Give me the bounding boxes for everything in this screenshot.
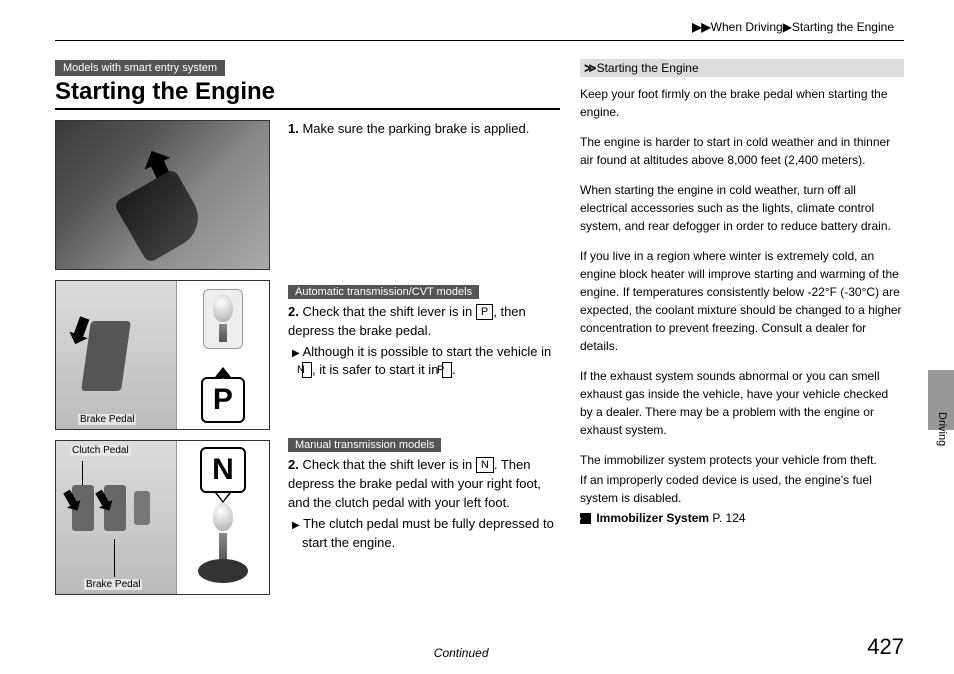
breadcrumb-sep-icon: ▶ [783, 20, 792, 34]
step-number: 2. [288, 457, 299, 472]
step-2-auto: 2. Check that the shift lever is in P, t… [288, 303, 558, 380]
sidebar-para: If an improperly coded device is used, t… [580, 471, 904, 507]
step-sub: ▶ Although it is possible to start the v… [288, 343, 558, 381]
step-sub: ▶ The clutch pedal must be fully depress… [288, 515, 558, 553]
step-text: Check that the shift lever is in P, then… [288, 304, 526, 338]
gear-n-inline: N [476, 457, 494, 473]
figure-manual-trans: Clutch Pedal Brake Pedal [55, 440, 270, 595]
gear-p-inline: P [442, 362, 452, 378]
auto-trans-tag: Automatic transmission/CVT models [288, 285, 479, 299]
figure-auto-trans: Brake Pedal P [55, 280, 270, 430]
step-1: 1. Make sure the parking brake is applie… [288, 120, 558, 139]
gear-p-inline: P [476, 304, 493, 320]
cross-reference: ❯ Immobilizer System P. 124 [580, 511, 904, 525]
breadcrumb: ▶▶When Driving▶Starting the Engine [55, 20, 904, 34]
leader-line [114, 539, 115, 577]
breadcrumb-seg1: When Driving [711, 20, 783, 34]
gear-n-inline: N [302, 362, 312, 378]
sidebar-title: Starting the Engine [597, 61, 699, 75]
step-text: Check that the shift lever is in N. Then… [288, 457, 541, 510]
callout-bubble: P [201, 367, 245, 423]
triangle-icon: ▶ [292, 520, 300, 531]
reference-page: P. 124 [712, 511, 745, 525]
gear-n-icon: N [200, 447, 246, 493]
sidebar-para: If the exhaust system sounds abnormal or… [580, 367, 904, 439]
step-2-manual: 2. Check that the shift lever is in N. T… [288, 456, 558, 552]
model-tag: Models with smart entry system [55, 60, 225, 76]
callout-bubble: N [200, 447, 246, 501]
pedal-graphic [81, 321, 131, 391]
figure-parking-brake [55, 120, 270, 270]
breadcrumb-arrow-icon: ▶▶ [692, 20, 710, 34]
sidebar-header: ≫Starting the Engine [580, 59, 904, 77]
pedal-graphic [134, 491, 150, 525]
label-clutch-pedal: Clutch Pedal [70, 445, 131, 456]
sidebar-para: Keep your foot firmly on the brake pedal… [580, 85, 904, 121]
continued-label: Continued [434, 646, 489, 660]
sidebar-para: The immobilizer system protects your veh… [580, 451, 904, 469]
info-sidebar: ≫Starting the Engine Keep your foot firm… [580, 59, 904, 605]
sidebar-para: The engine is harder to start in cold we… [580, 133, 904, 169]
sidebar-para: When starting the engine in cold weather… [580, 181, 904, 235]
step-number: 2. [288, 304, 299, 319]
gearbox-graphic [203, 289, 243, 349]
reference-icon: ❯ [580, 513, 591, 524]
label-brake-pedal: Brake Pedal [78, 414, 136, 425]
section-tab-label: Driving [936, 412, 948, 446]
triangle-icon: ▶ [292, 348, 300, 359]
manual-trans-tag: Manual transmission models [288, 438, 441, 452]
shift-knob-graphic [213, 503, 233, 531]
sidebar-para: If you live in a region where winter is … [580, 247, 904, 355]
breadcrumb-seg2: Starting the Engine [792, 20, 894, 34]
label-brake-pedal: Brake Pedal [84, 579, 142, 590]
page-number: 427 [867, 634, 904, 660]
step-number: 1. [288, 121, 299, 136]
chevron-icon: ≫ [584, 61, 597, 75]
page-title: Starting the Engine [55, 78, 560, 110]
step-text: Make sure the parking brake is applied. [302, 121, 529, 136]
reference-label: Immobilizer System [596, 511, 709, 525]
shift-boot-graphic [198, 559, 248, 583]
brake-lever-graphic [113, 168, 209, 264]
leader-line [82, 461, 83, 485]
rule-top [55, 40, 904, 41]
